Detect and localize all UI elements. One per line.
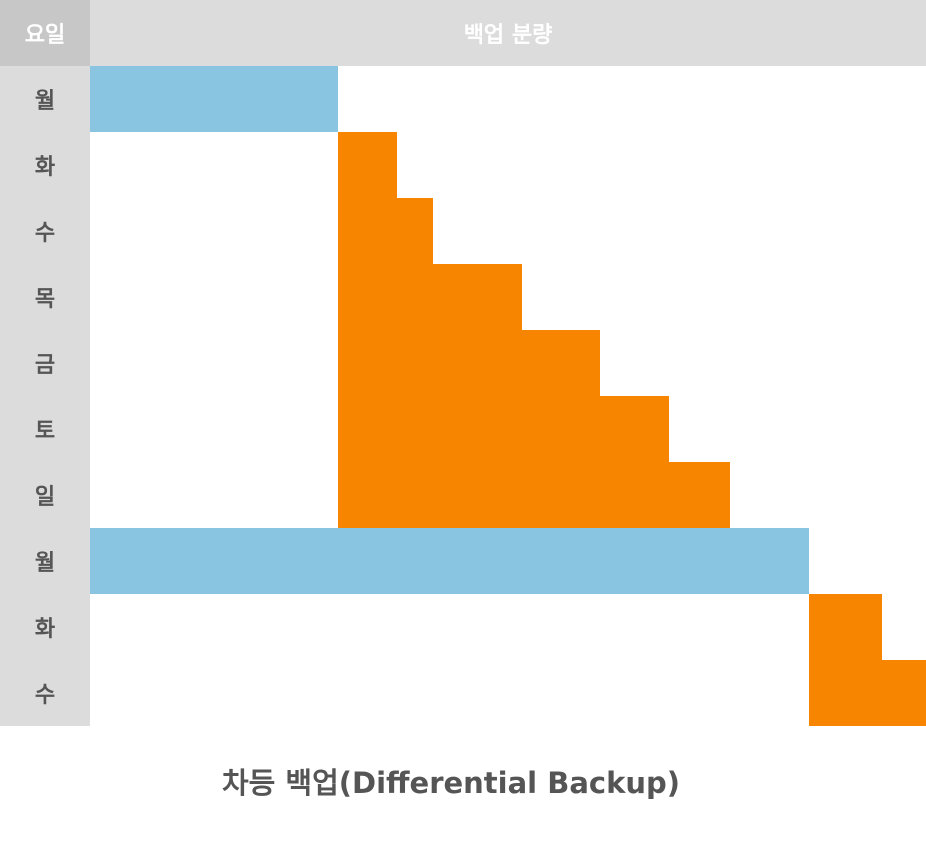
- differential-backup-bar: [338, 264, 522, 330]
- differential-backup-bar: [809, 660, 926, 726]
- day-label: 수: [34, 221, 56, 246]
- differential-backup-bar: [338, 198, 433, 264]
- day-label: 일: [34, 485, 56, 510]
- differential-backup-bar: [338, 462, 730, 528]
- day-label: 목: [34, 287, 56, 312]
- day-label: 월: [34, 551, 56, 576]
- differential-backup-bar: [338, 330, 600, 396]
- backup-amount-header: 백업 분량: [90, 0, 926, 66]
- day-column-header: 요일: [0, 0, 90, 66]
- day-label: 화: [34, 617, 56, 642]
- differential-backup-bar: [338, 396, 669, 462]
- day-label: 화: [34, 155, 56, 180]
- full-backup-bar: [90, 528, 809, 594]
- full-backup-bar: [90, 66, 338, 132]
- day-label: 월: [34, 89, 56, 114]
- differential-backup-bar: [338, 132, 397, 198]
- diagram-caption: 차등 백업(Differential Backup): [221, 766, 681, 800]
- day-label: 토: [34, 419, 56, 444]
- differential-backup-bar: [809, 594, 882, 660]
- day-label: 금: [34, 353, 56, 378]
- day-label: 수: [34, 683, 56, 708]
